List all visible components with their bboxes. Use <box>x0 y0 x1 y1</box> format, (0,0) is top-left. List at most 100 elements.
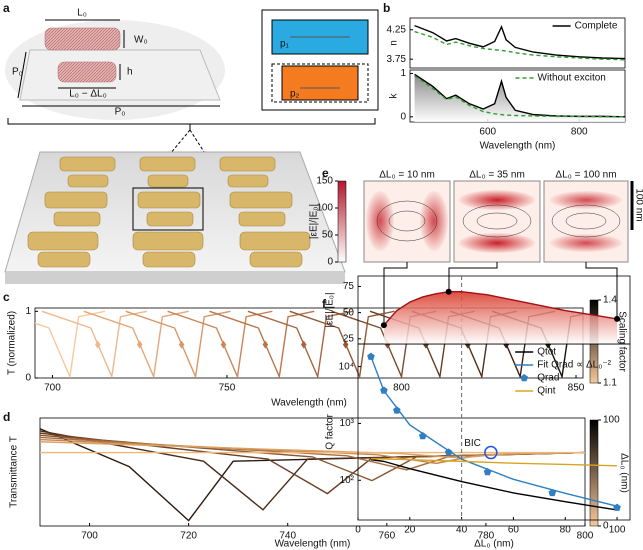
panel-label: e <box>322 166 329 180</box>
label-p1: p₁ <box>280 39 290 50</box>
x-axis-label: ΔL₀ (nm) <box>474 539 514 550</box>
panel-a: a L₀ W₀ h L₀ − ΔL₀ P₀ P₀ p₁ p₂ <box>3 1 379 284</box>
field-hotspot <box>459 233 535 253</box>
marker <box>136 340 143 349</box>
series-line <box>414 30 625 61</box>
marker <box>613 503 621 511</box>
plot-frame <box>357 343 631 521</box>
label-h: h <box>127 67 133 78</box>
connector <box>585 262 618 316</box>
label-P0-side: P₀ <box>12 67 23 78</box>
field-hotspot <box>459 190 535 210</box>
scale-bar-label: 100 nm <box>633 188 643 221</box>
bracket <box>7 118 376 130</box>
y-tick-label: 1 <box>25 306 31 317</box>
marker <box>380 386 388 394</box>
legend-label: Qint <box>537 386 556 397</box>
colorbar-tick-label: 100 <box>316 203 333 214</box>
y-axis-label: k <box>389 93 400 99</box>
colorbar-label: ΔL₀ (nm) <box>618 453 629 493</box>
marker <box>548 488 557 497</box>
map-title: ΔL₀ = 35 nm <box>469 170 525 181</box>
bic-marker <box>484 445 498 460</box>
connector <box>383 262 408 322</box>
x-tick-label: 60 <box>508 525 520 536</box>
dipole-2-frame <box>271 63 369 103</box>
series-line <box>209 310 315 378</box>
y-tick-label: 4.25 <box>387 24 407 35</box>
x-tick-label: 800 <box>393 383 410 394</box>
colorbar <box>589 419 599 527</box>
x-tick-label: 0 <box>355 525 361 536</box>
marker <box>393 406 401 414</box>
x-tick-label: 700 <box>81 531 98 542</box>
x-tick-label: 600 <box>479 127 496 138</box>
x-axis-label: Wavelength (nm) <box>480 141 556 152</box>
y-tick-label: 0 <box>400 111 406 122</box>
legend-label: Qrad <box>537 373 559 384</box>
y-tick-label: 75 <box>343 281 355 292</box>
x-tick-label: 100 <box>609 525 626 536</box>
field-hotspot <box>550 191 622 209</box>
x-tick-label: 780 <box>478 531 495 542</box>
y-tick-label: 10⁴ <box>339 361 354 372</box>
short-rod <box>57 61 117 83</box>
x-tick-label: 740 <box>279 531 296 542</box>
label-W0: W₀ <box>134 35 148 46</box>
field-hotspot <box>550 234 622 252</box>
marker <box>262 340 269 349</box>
series-line <box>40 441 585 459</box>
series-line <box>370 457 618 467</box>
x-axis-label: Wavelength (nm) <box>275 539 351 550</box>
plot-frame <box>39 417 586 527</box>
x-tick-label: 20 <box>404 525 416 536</box>
dim-line <box>17 51 27 99</box>
x-tick-label: 850 <box>568 383 585 394</box>
y-tick-label: 25 <box>343 333 355 344</box>
plot-area <box>414 24 625 61</box>
marker <box>95 340 101 349</box>
colorbar-tick-label: 1.1 <box>603 378 617 389</box>
field-maps <box>363 180 629 263</box>
marker <box>178 340 185 349</box>
legend-swatch <box>520 374 529 382</box>
panel-label: d <box>3 410 10 424</box>
marker <box>445 288 452 295</box>
marker <box>444 448 453 456</box>
panel-label: b <box>383 1 390 15</box>
y-axis-label: |εE|/|E₀| <box>325 292 336 327</box>
series-line <box>370 459 618 511</box>
y-tick-label: 10² <box>340 475 355 486</box>
colorbar-tick-label: 150 <box>316 176 333 187</box>
plot-area <box>414 73 625 122</box>
dipole-2 <box>281 65 359 101</box>
area-fill <box>383 291 618 344</box>
x-tick-label: 750 <box>219 383 236 394</box>
area-fill <box>414 74 625 122</box>
map-title: ΔL₀ = 10 nm <box>379 170 435 181</box>
marker <box>342 340 349 349</box>
label-L0-minus: L₀ − ΔL₀ <box>69 89 107 100</box>
legend-label: Without exciton <box>538 73 606 84</box>
panel-e: e 100 nm <box>322 166 643 322</box>
label-L0: L₀ <box>77 8 87 19</box>
x-axis-label: Wavelength (nm) <box>271 398 347 409</box>
marker <box>614 315 621 322</box>
colorbar-tick-label: 1.4 <box>603 295 617 306</box>
panel-label: c <box>3 290 10 304</box>
y-axis-label: Transmittance T <box>9 436 20 508</box>
y-axis-label: n <box>389 40 400 46</box>
label-p2: p₂ <box>290 89 300 100</box>
annotation: BIC <box>464 438 481 449</box>
y-tick-label: 3.75 <box>387 54 407 65</box>
field-hotspot <box>420 191 448 251</box>
plot-frame <box>409 17 626 69</box>
colorbar-tick-label: 0 <box>327 257 333 268</box>
series-line <box>289 310 395 378</box>
x-tick-label: 800 <box>577 531 594 542</box>
panel-label: f <box>322 297 327 311</box>
y-tick-label: 1 <box>400 68 406 79</box>
marker <box>300 340 307 349</box>
colorbar-tick-label: 50 <box>322 230 334 241</box>
